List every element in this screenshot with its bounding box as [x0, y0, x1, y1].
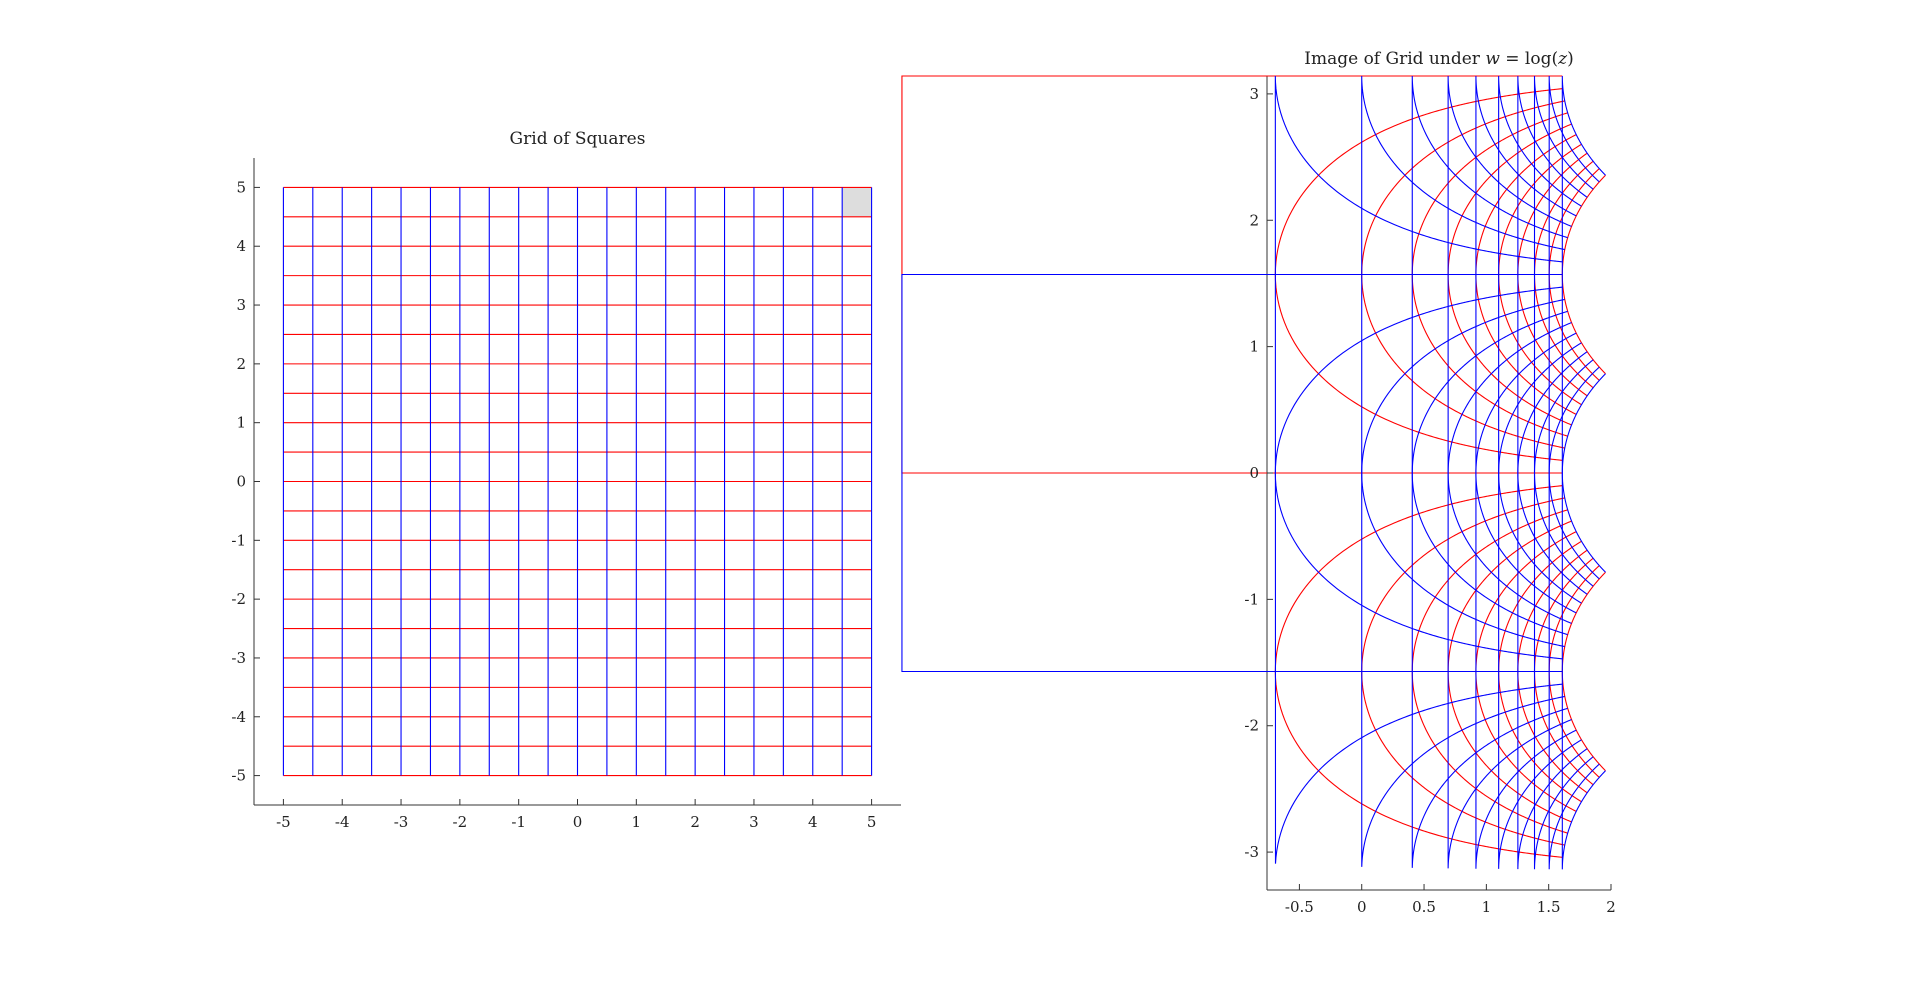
image-of-vertical-line [1517, 351, 1588, 595]
image-of-vertical-line [1361, 298, 1565, 648]
y-tick-label: 0 [236, 473, 246, 491]
chart2-title-eq: = log( [1500, 49, 1558, 69]
y-tick-label: 2 [1249, 211, 1259, 229]
x-tick-label: 0.5 [1412, 898, 1436, 916]
image-of-vertical-line [901, 273, 1563, 673]
x-tick-label: 0 [573, 813, 583, 831]
y-tick-label: -3 [1244, 843, 1259, 861]
y-tick-label: 1 [236, 414, 246, 432]
image-of-vertical-line [1533, 76, 1594, 870]
y-tick-label: 3 [1249, 85, 1259, 103]
x-tick-label: 0 [1357, 898, 1367, 916]
x-tick-label: 1 [1482, 898, 1492, 916]
image-of-vertical-line [1561, 373, 1606, 573]
chart1-grid-lines [282, 186, 873, 777]
chart1-title: Grid of Squares [510, 129, 646, 149]
y-tick-label: 4 [236, 237, 246, 255]
x-tick-label: -4 [335, 813, 350, 831]
x-tick-label: -2 [453, 813, 468, 831]
y-tick-label: 3 [236, 296, 246, 314]
image-of-vertical-line [1274, 75, 1563, 864]
chart2-title-w: w [1485, 49, 1500, 69]
image-of-vertical-line [1517, 76, 1588, 870]
chart1-highlight-cell-layer [842, 187, 872, 217]
x-tick-label: 1.5 [1537, 898, 1561, 916]
chart2-title-suffix: ) [1567, 49, 1574, 69]
image-of-vertical-line [1498, 342, 1582, 604]
y-tick-label: -5 [231, 767, 246, 785]
y-tick-label: -1 [1244, 590, 1259, 608]
image-of-vertical-line [1411, 310, 1568, 636]
chart2-title: Image of Grid under w = log(z) [1304, 49, 1573, 69]
y-tick-label: -2 [231, 590, 246, 608]
image-of-vertical-line [1475, 75, 1577, 869]
chart2-ticks: -0.5 0 0.5 1 1.5 2 -3 -2 -1 0 1 2 3 [1244, 85, 1615, 916]
image-of-vertical-line [1548, 366, 1600, 580]
x-tick-label: 5 [867, 813, 877, 831]
y-tick-label: 5 [236, 178, 246, 196]
x-tick-label: -1 [511, 813, 526, 831]
image-of-vertical-line [1498, 75, 1582, 869]
image-of-vertical-line [1475, 332, 1577, 614]
image-of-vertical-line [1411, 75, 1568, 868]
image-of-vertical-line [1548, 76, 1600, 870]
y-tick-label: -2 [1244, 717, 1259, 735]
y-tick-label: 0 [1249, 464, 1259, 482]
x-tick-label: 2 [1606, 898, 1616, 916]
highlight-cell [842, 187, 872, 217]
image-of-vertical-line [1361, 75, 1565, 867]
image-of-vertical-line [1561, 76, 1606, 870]
chart-log-image-of-grid: Image of Grid under w = log(z) -0.5 0 0.5 1… [901, 49, 1616, 916]
image-of-vertical-line [1447, 322, 1572, 624]
y-tick-label: -3 [231, 649, 246, 667]
x-tick-label: 1 [632, 813, 642, 831]
chart2-title-z: z [1557, 49, 1568, 69]
y-tick-label: 1 [1249, 338, 1259, 356]
y-tick-label: 2 [236, 355, 246, 373]
y-tick-label: -4 [231, 708, 246, 726]
image-of-vertical-line [1274, 286, 1563, 660]
chart2-title-prefix: Image of Grid under [1304, 49, 1485, 69]
chart-grid-of-squares: Grid of Squares -5 -4 -3 -2 -1 0 1 2 3 4 5 -5 -4 -3 -2… [231, 129, 901, 831]
y-tick-label: -1 [231, 531, 246, 549]
x-tick-label: -5 [276, 813, 291, 831]
x-tick-label: 4 [808, 813, 818, 831]
x-tick-label: 2 [690, 813, 700, 831]
chart2-curves [901, 75, 1606, 870]
image-of-vertical-line [1447, 75, 1572, 869]
x-tick-label: -3 [394, 813, 409, 831]
image-of-vertical-line [1533, 359, 1594, 587]
chart1-ticks: -5 -4 -3 -2 -1 0 1 2 3 4 5 -5 -4 -3 -2 -1 0 1 2 3 4 5 [231, 178, 876, 831]
x-tick-label: 3 [749, 813, 759, 831]
x-tick-label: -0.5 [1285, 898, 1314, 916]
